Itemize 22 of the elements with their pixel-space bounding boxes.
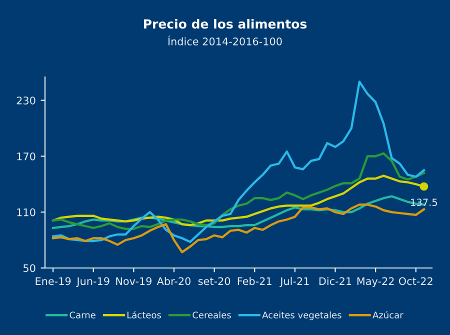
- x-tick-label: Abr-20: [156, 277, 190, 286]
- legend-label: Azúcar: [372, 311, 404, 318]
- x-tick-label: set-20: [198, 277, 230, 286]
- data-label: 137.5: [411, 198, 438, 206]
- y-tick-label: 170: [17, 152, 36, 160]
- y-tick-label: 230: [16, 96, 36, 104]
- x-tick-label: Jun-19: [76, 277, 110, 288]
- x-tick-label: Dic-21: [319, 277, 352, 286]
- legend-label: Aceites vegetales: [262, 311, 342, 320]
- legend-label: Lácteos: [127, 311, 162, 318]
- x-tick-label: Ene-19: [36, 277, 71, 286]
- x-tick-label: Jul-21: [280, 277, 309, 288]
- y-tick-label: 50: [24, 264, 36, 272]
- x-tick-label: Feb-21: [238, 277, 272, 286]
- legend-label: Carne: [70, 312, 96, 318]
- x-tick-label: Nov-19: [116, 277, 152, 286]
- x-tick-label: May-22: [357, 277, 394, 288]
- y-tick-label: 110: [17, 208, 36, 216]
- chart-title: Precio de los alimentos: [144, 18, 307, 29]
- x-tick-label: Oct-22: [398, 277, 432, 286]
- chart-subtitle: Índice 2014-2016-100: [168, 36, 282, 46]
- legend-label: Cereales: [192, 311, 231, 318]
